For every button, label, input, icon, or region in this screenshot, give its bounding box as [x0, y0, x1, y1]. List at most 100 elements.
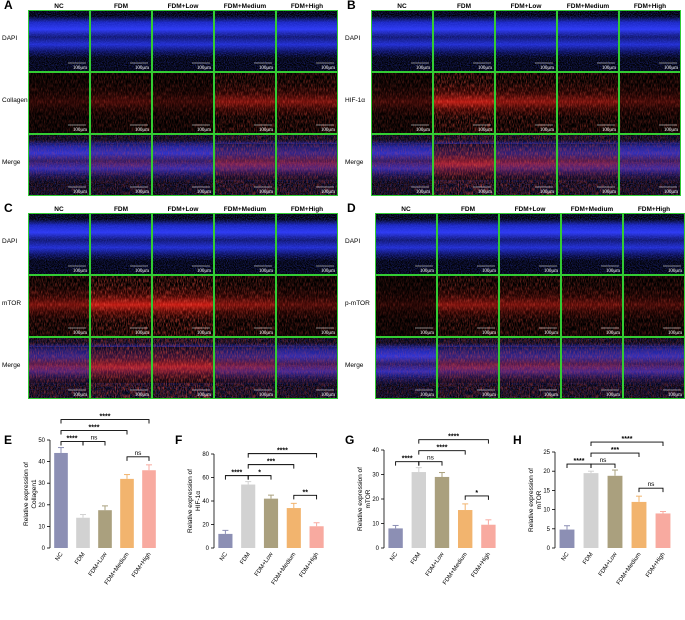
- signal-noise: [28, 72, 90, 134]
- cell-frame: [437, 337, 499, 399]
- y-tick-label: 5: [547, 527, 551, 533]
- significance-label: ***: [267, 459, 275, 466]
- significance-label: ****: [100, 414, 111, 421]
- y-tick-label: 10: [38, 524, 45, 530]
- cell-frame: [90, 275, 152, 337]
- micrograph-cell: 100μm: [276, 10, 338, 72]
- scale-bar-label: 100μm: [321, 190, 335, 195]
- significance-label: ****: [437, 445, 448, 452]
- cell-frame: [90, 10, 152, 72]
- signal-noise: [437, 275, 499, 337]
- signal-noise: [90, 134, 152, 196]
- scale-bar-label: 100μm: [135, 128, 149, 133]
- cell-frame: [28, 337, 90, 399]
- x-tick-label: FDM+High: [299, 552, 320, 579]
- significance-label: *: [475, 490, 478, 497]
- micrograph-cell: 100μm: [90, 134, 152, 196]
- cell-frame: [619, 134, 681, 196]
- micrograph-cell: 100μm: [433, 10, 495, 72]
- scale-bar-label: 100μm: [602, 190, 616, 195]
- cell-frame: [495, 134, 557, 196]
- signal-noise: [214, 134, 276, 196]
- panel-letter: H: [513, 433, 522, 447]
- cell-frame: [499, 337, 561, 399]
- significance-bracket: ****: [566, 458, 592, 469]
- micrograph-cell: 100μm: [437, 337, 499, 399]
- micrograph-cell: 100μm: [28, 275, 90, 337]
- y-axis-label: Relative expression of: [528, 468, 535, 532]
- column-label: NC: [397, 3, 407, 10]
- signal-noise: [90, 337, 152, 399]
- row-label: DAPI: [2, 238, 17, 245]
- significance-label: ****: [67, 436, 78, 443]
- cell-frame: [371, 134, 433, 196]
- y-tick-label: 40: [372, 448, 379, 454]
- cell-frame: [214, 10, 276, 72]
- y-tick-label: 50: [38, 438, 45, 444]
- x-tick-label: FDM+Medium: [616, 552, 643, 586]
- micrograph-cell: 100μm: [561, 213, 623, 275]
- y-axis-label-line2: HIF-1α: [195, 491, 202, 511]
- cell-frame: [437, 213, 499, 275]
- scale-bar-label: 100μm: [73, 331, 87, 336]
- bar: [54, 452, 68, 548]
- signal-noise: [557, 134, 619, 196]
- signal-noise: [623, 337, 685, 399]
- bar: [411, 472, 426, 548]
- bar: [655, 513, 671, 548]
- x-tick-label: FDM+Low: [425, 551, 446, 578]
- signal-noise: [495, 134, 557, 196]
- significance-label: ****: [622, 436, 633, 443]
- column-label: FDM: [461, 206, 475, 213]
- scale-bar-label: 100μm: [135, 331, 149, 336]
- micrograph-cell: 100μm: [375, 213, 437, 275]
- scale-bar-label: 100μm: [602, 128, 616, 133]
- scale-bar-label: 100μm: [135, 269, 149, 274]
- dapi-noise: [561, 213, 623, 275]
- cell-frame: [90, 213, 152, 275]
- image-panel-c: C NC FDM FDM+Low FDM+Medium FDM+High DAPI 100μm…: [2, 201, 338, 399]
- panel-letter: G: [345, 433, 354, 447]
- x-tick-label: FDM+High: [645, 552, 666, 579]
- x-tick-label: FDM+Low: [254, 551, 275, 578]
- micrograph-cell: 100μm: [214, 213, 276, 275]
- x-tick-label: NC: [55, 551, 65, 562]
- bracket-line: [418, 461, 443, 466]
- cell-frame: [28, 134, 90, 196]
- column-label: FDM+Low: [511, 3, 543, 10]
- significance-label: ****: [277, 448, 288, 455]
- micrograph-cell: 100μm: [90, 213, 152, 275]
- cell-frame: [561, 213, 623, 275]
- micrograph-cell: 100μm: [495, 134, 557, 196]
- scale-bar-label: 100μm: [259, 331, 273, 336]
- dapi-noise: [433, 10, 495, 72]
- signal-noise: [619, 72, 681, 134]
- significance-bracket: ***: [247, 459, 295, 469]
- cell-frame: [152, 10, 214, 72]
- micrograph-cell: 100μm: [561, 337, 623, 399]
- dapi-noise: [495, 10, 557, 72]
- panel-letter: E: [4, 433, 12, 447]
- cell-frame: [276, 10, 338, 72]
- y-axis-label: Relative expression of: [357, 467, 364, 531]
- cell-frame: [152, 72, 214, 134]
- significance-bracket: ns: [418, 455, 443, 466]
- y-tick-label: 0: [547, 546, 551, 552]
- x-tick-label: FDM: [74, 552, 86, 566]
- dapi-noise: [214, 213, 276, 275]
- signal-noise: [152, 72, 214, 134]
- scale-bar-label: 100μm: [420, 393, 434, 398]
- cell-frame: [276, 213, 338, 275]
- column-label: NC: [54, 206, 64, 213]
- micrograph-cell: 100μm: [28, 72, 90, 134]
- column-label: FDM+Medium: [224, 3, 267, 10]
- row-label: HIF-1α: [345, 97, 365, 104]
- signal-noise: [561, 337, 623, 399]
- significance-bracket: ****: [60, 414, 150, 424]
- signal-noise: [557, 72, 619, 134]
- x-tick-label: NC: [389, 551, 399, 562]
- significance-label: ns: [600, 457, 608, 464]
- cell-frame: [371, 72, 433, 134]
- bracket-line: [247, 475, 272, 480]
- y-axis-label-line2: mTOR: [365, 489, 372, 508]
